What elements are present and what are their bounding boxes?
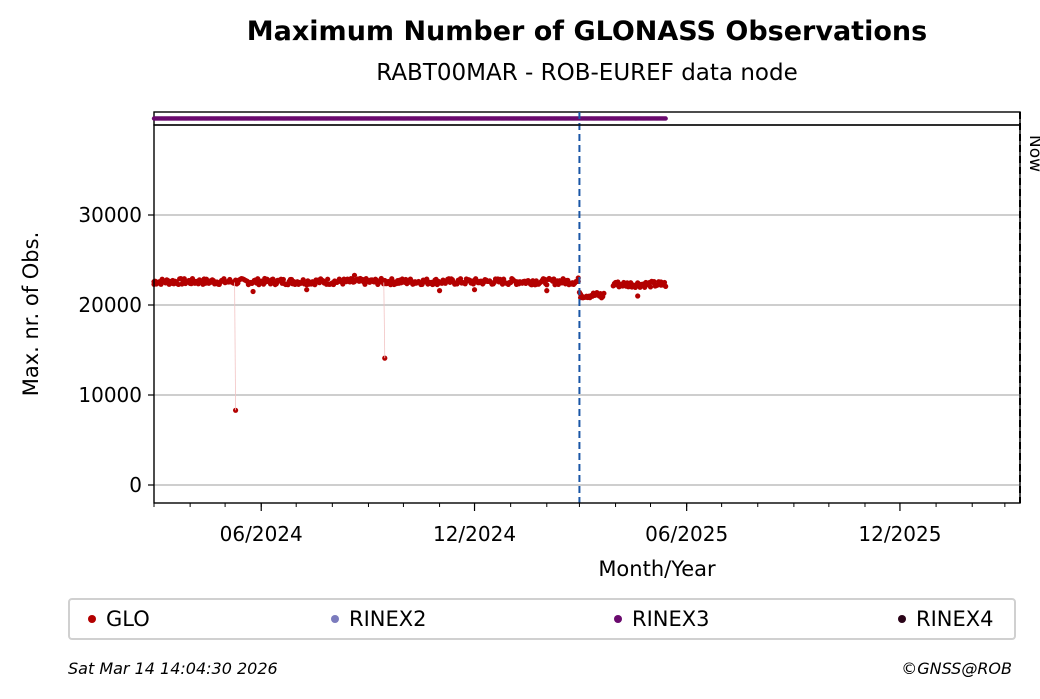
glo-data-point [598, 295, 605, 301]
glo-data-point [187, 280, 193, 286]
glo-data-point [661, 279, 668, 286]
legend: GLO RINEX2 RINEX3 RINEX4 [68, 598, 1016, 640]
now-label: Now [1025, 135, 1040, 172]
glo-data-point [544, 288, 550, 294]
glo-data-point [325, 276, 331, 282]
chart-subtitle: RABT00MAR - ROB-EUREF data node [376, 60, 798, 86]
glo-data-point [351, 272, 358, 278]
glo-data-point [167, 279, 173, 285]
observations-chart: 0 10000 20000 30000 06/2024 12/2024 06/2025 12/… [19, 111, 1040, 581]
glo-data-point [209, 277, 215, 283]
footer-timestamp: Sat Mar 14 14:04:30 2026 [68, 659, 278, 678]
legend-label-glo: GLO [106, 607, 150, 631]
legend-item-glo: GLO [88, 607, 150, 631]
legend-marker-rinex3 [614, 615, 622, 623]
glo-data-point [658, 282, 664, 288]
glo-data-point [280, 276, 286, 283]
y-tick-label: 10000 [78, 383, 142, 407]
glo-data-point [457, 276, 464, 282]
glo-gap-line [234, 282, 236, 411]
chart-title: Maximum Number of GLONASS Observations [246, 16, 928, 47]
legend-marker-glo [88, 615, 96, 623]
glo-gap-line [383, 282, 386, 359]
glo-data-point [274, 279, 281, 285]
legend-item-rinex2: RINEX2 [331, 607, 427, 631]
glo-data-point [530, 278, 536, 284]
glo-data-point [471, 287, 478, 293]
glo-data-point [663, 283, 669, 289]
plot-frame [153, 124, 1021, 504]
legend-marker-rinex4 [898, 615, 906, 623]
footer-credit: ©GNSS@ROB [901, 659, 1012, 678]
glo-data-point [612, 279, 619, 286]
glo-data-point [601, 290, 607, 296]
legend-label-rinex3: RINEX3 [632, 607, 710, 631]
y-tick-label: 30000 [78, 203, 142, 227]
glo-data-point [436, 288, 443, 294]
glo-data-point [635, 293, 641, 299]
legend-item-rinex4: RINEX4 [898, 607, 994, 631]
rinex3-availability-point [663, 116, 668, 121]
legend-label-rinex4: RINEX4 [916, 607, 994, 631]
legend-marker-rinex2 [331, 615, 339, 623]
y-tick-label: 20000 [78, 293, 142, 317]
x-tick-label: 12/2025 [858, 522, 941, 546]
legend-item-rinex3: RINEX3 [614, 607, 710, 631]
y-axis-label: Max. nr. of Obs. [19, 232, 43, 397]
x-tick-label: 12/2024 [433, 522, 516, 546]
glo-data-point [250, 288, 256, 295]
glo-data-point [647, 284, 654, 290]
glo-data-point [544, 282, 550, 288]
glo-data-point [304, 287, 310, 293]
glo-data-point [651, 278, 657, 285]
x-axis-label: Month/Year [598, 557, 716, 581]
x-tick-label: 06/2025 [645, 522, 728, 546]
glo-data-point [270, 276, 276, 282]
glo-data-point [300, 277, 306, 283]
x-tick-label: 06/2024 [220, 522, 303, 546]
legend-label-rinex2: RINEX2 [349, 607, 427, 631]
y-tick-label: 0 [129, 473, 142, 497]
